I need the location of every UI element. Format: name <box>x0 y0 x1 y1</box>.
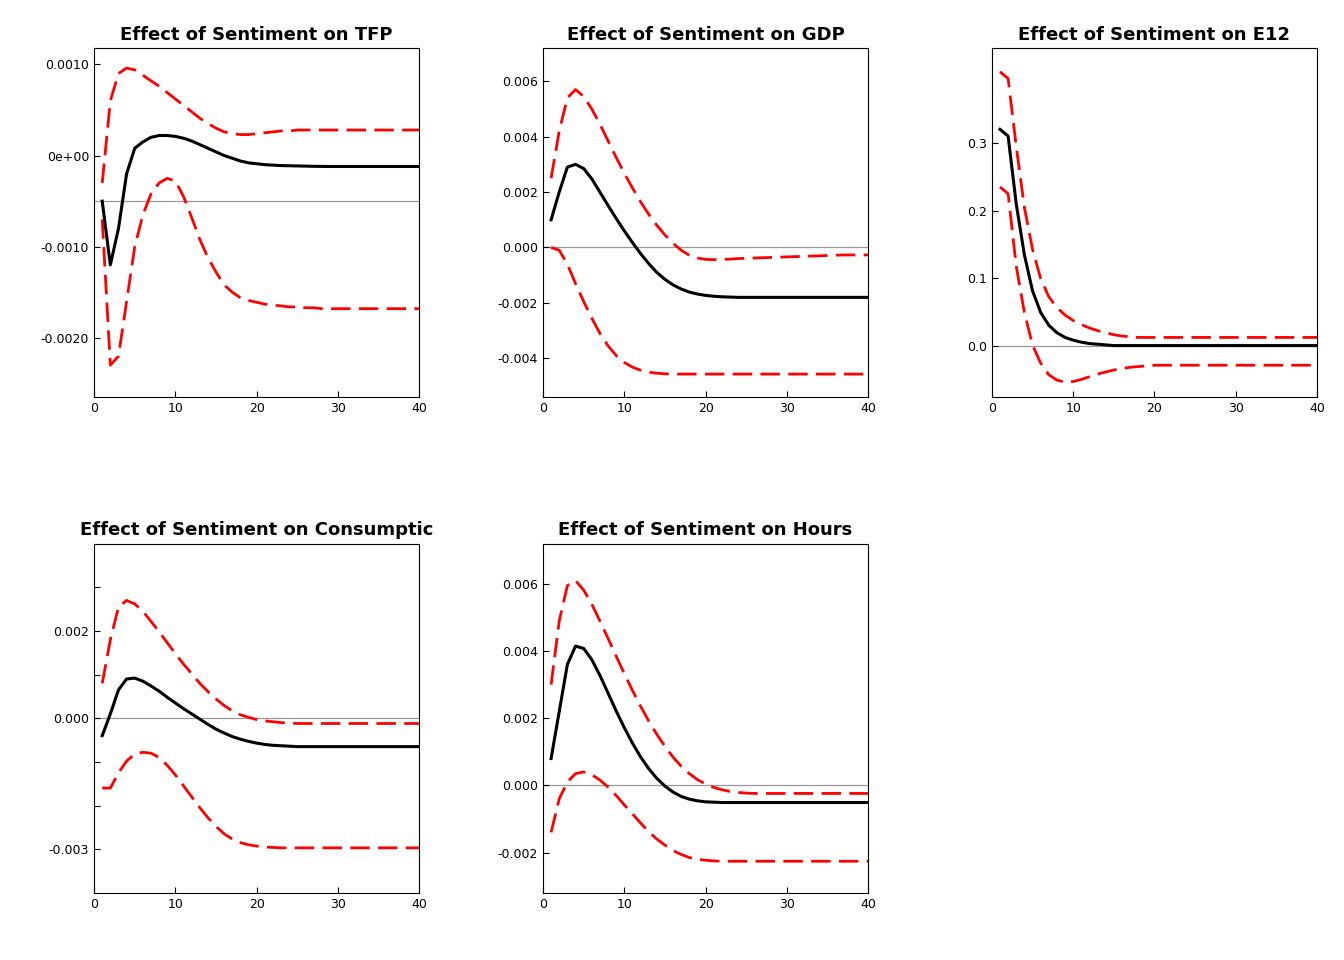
Title: Effect of Sentiment on E12: Effect of Sentiment on E12 <box>1019 26 1290 43</box>
Title: Effect of Sentiment on GDP: Effect of Sentiment on GDP <box>567 26 844 43</box>
Title: Effect of Sentiment on TFP: Effect of Sentiment on TFP <box>121 26 392 43</box>
Title: Effect of Sentiment on Consumptic: Effect of Sentiment on Consumptic <box>81 521 433 540</box>
Title: Effect of Sentiment on Hours: Effect of Sentiment on Hours <box>559 521 852 540</box>
